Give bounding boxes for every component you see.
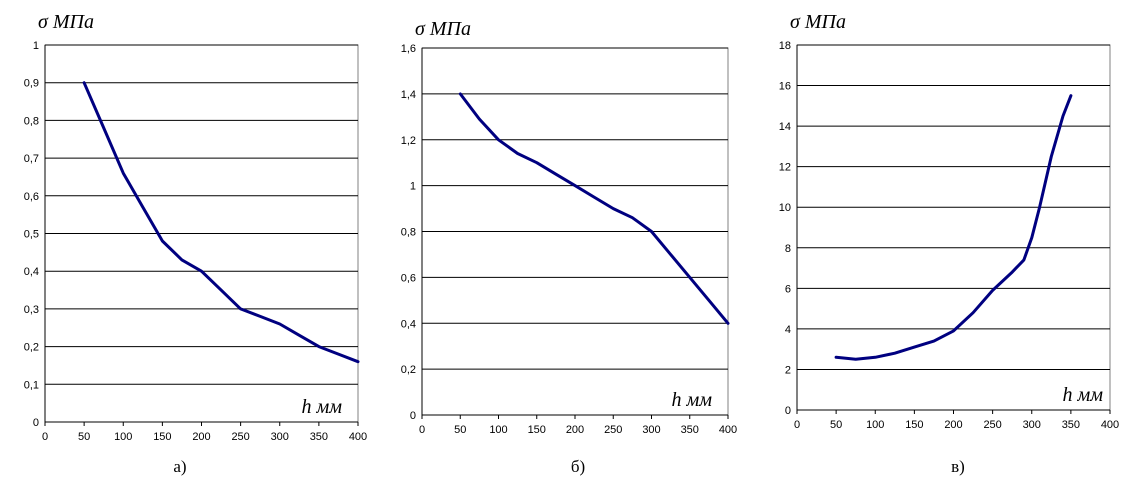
- y-tick-label: 10: [779, 202, 791, 214]
- x-tick-label: 0: [42, 431, 48, 443]
- y-tick-label: 0,5: [24, 229, 39, 241]
- y-axis-label: σ МПа: [38, 11, 94, 33]
- y-tick-label: 0: [410, 410, 416, 422]
- y-tick-label: 0,6: [401, 272, 416, 284]
- y-tick-label: 0,2: [24, 342, 39, 354]
- x-tick-label: 300: [1023, 419, 1041, 431]
- x-tick-label: 0: [419, 424, 425, 436]
- y-axis-label: σ МПа: [790, 11, 846, 33]
- y-tick-label: 14: [779, 121, 791, 133]
- y-tick-label: 0,1: [24, 379, 39, 391]
- y-tick-label: 1,2: [401, 135, 416, 147]
- series-line: [82, 81, 360, 364]
- x-tick-label: 350: [310, 431, 328, 443]
- x-axis-label: h мм: [671, 389, 712, 411]
- x-tick-label: 400: [349, 431, 367, 443]
- x-tick-label: 50: [830, 419, 842, 431]
- y-tick-label: 0,2: [401, 364, 416, 376]
- x-tick-label: 250: [604, 424, 622, 436]
- x-tick-label: 50: [454, 424, 466, 436]
- y-tick-label: 0,4: [401, 318, 416, 330]
- x-tick-label: 200: [566, 424, 584, 436]
- x-tick-label: 200: [944, 419, 962, 431]
- plot-area: [796, 44, 1111, 411]
- x-tick-label: 200: [192, 431, 210, 443]
- x-axis-label: h мм: [1062, 384, 1103, 406]
- x-tick-label: 350: [681, 424, 699, 436]
- y-tick-label: 1: [33, 40, 39, 52]
- x-tick-label: 150: [153, 431, 171, 443]
- y-tick-label: 0,8: [401, 227, 416, 239]
- y-tick-label: 0,4: [24, 266, 39, 278]
- x-tick-label: 400: [719, 424, 737, 436]
- y-tick-label: 0: [785, 405, 791, 417]
- y-tick-label: 16: [779, 81, 791, 93]
- chart-v: 0 2 4 6 8 10 12 14 16 18 0 50 100 150 200 250 300 350 400 σ…: [779, 11, 1119, 476]
- y-tick-label: 0,9: [24, 78, 39, 90]
- series-line: [458, 92, 730, 325]
- series-line: [834, 94, 1073, 361]
- x-tick-label: 100: [114, 431, 132, 443]
- y-tick-label: 1,4: [401, 89, 416, 101]
- y-tick-label: 0,3: [24, 304, 39, 316]
- x-axis-label: h мм: [301, 396, 342, 418]
- x-tick-label: 100: [866, 419, 884, 431]
- y-tick-label: 12: [779, 162, 791, 174]
- x-tick-label: 300: [271, 431, 289, 443]
- panel-label: в): [951, 457, 965, 476]
- y-tick-label: 0: [33, 417, 39, 429]
- y-tick-label: 1: [410, 181, 416, 193]
- panel-label: а): [173, 457, 186, 476]
- x-tick-label: 0: [794, 419, 800, 431]
- y-tick-label: 6: [785, 283, 791, 295]
- y-axis-label: σ МПа: [415, 18, 471, 40]
- y-tick-label: 0,7: [24, 153, 39, 165]
- x-tick-label: 100: [489, 424, 507, 436]
- x-tick-label: 150: [528, 424, 546, 436]
- x-tick-label: 300: [642, 424, 660, 436]
- y-tick-label: 0,8: [24, 115, 39, 127]
- panel-label: б): [571, 457, 585, 476]
- y-tick-label: 8: [785, 243, 791, 255]
- y-tick-label: 2: [785, 364, 791, 376]
- chart-a: 0 0,1 0,2 0,3 0,4 0,5 0,6 0,7 0,8 0,9 1 0 50 100 150 20…: [24, 11, 367, 476]
- x-tick-label: 250: [231, 431, 249, 443]
- x-tick-label: 350: [1062, 419, 1080, 431]
- y-tick-label: 1,6: [401, 43, 416, 55]
- x-tick-label: 250: [983, 419, 1001, 431]
- y-tick-label: 0,6: [24, 191, 39, 203]
- y-tick-label: 4: [785, 324, 791, 336]
- chart-b: 0 0,2 0,4 0,6 0,8 1 1,2 1,4 1,6 0 50 100 150 200 250 30…: [401, 18, 737, 476]
- x-tick-label: 400: [1101, 419, 1119, 431]
- y-tick-label: 18: [779, 40, 791, 52]
- x-tick-label: 50: [78, 431, 90, 443]
- x-tick-label: 150: [905, 419, 923, 431]
